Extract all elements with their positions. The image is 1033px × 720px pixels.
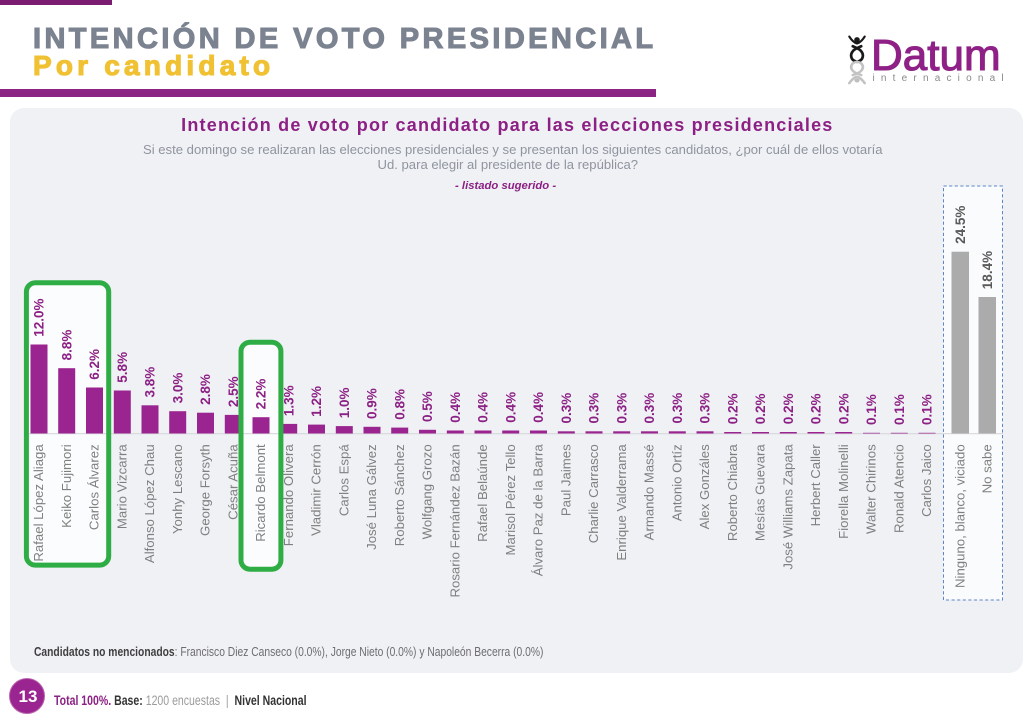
svg-text:Carlos Jaico: Carlos Jaico — [919, 444, 934, 517]
svg-text:Vladimir Cerrón: Vladimir Cerrón — [309, 444, 324, 536]
svg-text:Fiorella Molinelli: Fiorella Molinelli — [836, 444, 851, 539]
svg-text:Rafael Belaúnde: Rafael Belaúnde — [475, 444, 490, 542]
svg-text:0.3%: 0.3% — [559, 393, 574, 424]
svg-text:César Acuña: César Acuña — [225, 444, 240, 520]
svg-text:Yonhy Lescano: Yonhy Lescano — [170, 444, 185, 534]
svg-text:5.8%: 5.8% — [115, 352, 130, 383]
svg-text:8.8%: 8.8% — [60, 330, 75, 361]
svg-text:Mesías Guevara: Mesías Guevara — [753, 444, 768, 541]
svg-text:0.2%: 0.2% — [781, 393, 796, 424]
svg-text:Enrique Valderrama: Enrique Valderrama — [614, 444, 629, 561]
svg-text:George Forsyth: George Forsyth — [198, 444, 213, 536]
svg-text:2.2%: 2.2% — [254, 379, 269, 410]
svg-text:0.3%: 0.3% — [642, 393, 657, 424]
svg-text:6.2%: 6.2% — [87, 349, 102, 380]
svg-text:0.2%: 0.2% — [809, 393, 824, 424]
svg-text:Carlos Espá: Carlos Espá — [336, 444, 351, 516]
svg-text:Charlie Carrasco: Charlie Carrasco — [586, 444, 601, 543]
svg-text:0.8%: 0.8% — [392, 389, 407, 420]
svg-text:Ronald Atencio: Ronald Atencio — [892, 444, 907, 533]
svg-text:Álvaro Paz de la Barra: Álvaro Paz de la Barra — [531, 444, 546, 577]
svg-text:Armando Massé: Armando Massé — [642, 444, 657, 540]
svg-text:0.4%: 0.4% — [531, 392, 546, 423]
svg-text:No sabe: No sabe — [980, 444, 995, 493]
svg-text:José Williams Zapata: José Williams Zapata — [781, 444, 796, 570]
svg-text:3.8%: 3.8% — [143, 367, 158, 398]
svg-text:0.5%: 0.5% — [420, 391, 435, 422]
svg-text:0.2%: 0.2% — [837, 393, 852, 424]
svg-text:Wolfgang Grozo: Wolfgang Grozo — [420, 444, 435, 539]
svg-text:Rosario Fernández Bazán: Rosario Fernández Bazán — [447, 444, 462, 597]
svg-text:Marisol Pérez Tello: Marisol Pérez Tello — [503, 444, 518, 555]
svg-text:Roberto Sánchez: Roberto Sánchez — [392, 444, 407, 546]
svg-text:José Luna Gálvez: José Luna Gálvez — [364, 444, 379, 550]
svg-text:Mario Vizcarra: Mario Vizcarra — [115, 444, 130, 529]
svg-text:1.3%: 1.3% — [281, 385, 296, 416]
svg-text:0.4%: 0.4% — [448, 392, 463, 423]
svg-text:Fernando Olivera: Fernando Olivera — [281, 444, 296, 547]
svg-text:Alfonso López Chau: Alfonso López Chau — [142, 444, 157, 563]
svg-text:2.8%: 2.8% — [198, 374, 213, 405]
svg-text:0.1%: 0.1% — [892, 394, 907, 425]
svg-text:0.3%: 0.3% — [670, 393, 685, 424]
svg-text:Ninguno, blanco, viciado: Ninguno, blanco, viciado — [953, 444, 968, 588]
svg-text:Keiko Fujimori: Keiko Fujimori — [59, 444, 74, 528]
svg-text:1.0%: 1.0% — [337, 388, 352, 419]
svg-text:Paul Jaimes: Paul Jaimes — [559, 444, 574, 516]
svg-text:0.3%: 0.3% — [587, 393, 602, 424]
svg-text:Antonio Ortíz: Antonio Ortíz — [670, 444, 685, 521]
svg-text:Rafael López Aliaga: Rafael López Aliaga — [31, 444, 46, 562]
svg-text:12.0%: 12.0% — [32, 298, 47, 336]
svg-text:24.5%: 24.5% — [953, 206, 968, 244]
svg-text:0.2%: 0.2% — [726, 393, 741, 424]
svg-text:Walter Chirinos: Walter Chirinos — [864, 444, 879, 534]
svg-text:0.1%: 0.1% — [920, 394, 935, 425]
svg-text:Alex Gonzáles: Alex Gonzáles — [697, 444, 712, 529]
svg-text:0.4%: 0.4% — [476, 392, 491, 423]
svg-text:Ricardo Belmont: Ricardo Belmont — [253, 444, 268, 542]
svg-text:1.2%: 1.2% — [309, 386, 324, 417]
svg-text:Carlos Álvarez: Carlos Álvarez — [87, 444, 102, 530]
svg-text:3.0%: 3.0% — [170, 373, 185, 404]
svg-text:Herbert Caller: Herbert Caller — [808, 444, 823, 527]
svg-text:0.3%: 0.3% — [698, 393, 713, 424]
svg-text:0.3%: 0.3% — [615, 393, 630, 424]
svg-text:0.1%: 0.1% — [864, 394, 879, 425]
svg-text:2.5%: 2.5% — [226, 376, 241, 407]
svg-text:0.2%: 0.2% — [753, 393, 768, 424]
svg-text:Roberto Chiabra: Roberto Chiabra — [725, 444, 740, 541]
svg-text:0.9%: 0.9% — [365, 388, 380, 419]
svg-text:18.4%: 18.4% — [980, 251, 995, 289]
svg-text:0.4%: 0.4% — [504, 392, 519, 423]
